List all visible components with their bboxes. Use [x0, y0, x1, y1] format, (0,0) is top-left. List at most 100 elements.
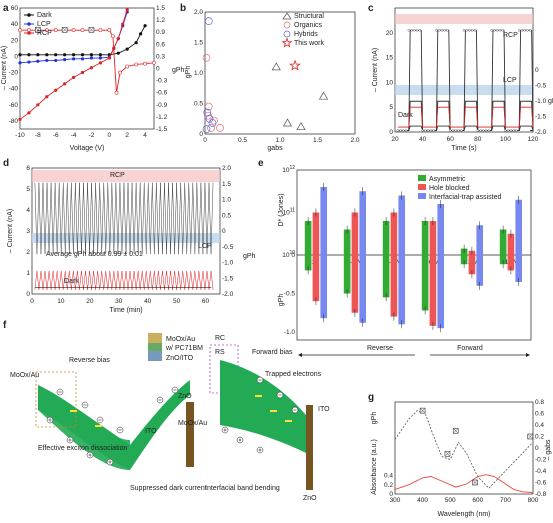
a-point: [72, 57, 76, 61]
d-y2tick: -2.0: [222, 291, 234, 298]
d-ytick: 0: [26, 291, 30, 298]
d-trace: [34, 182, 214, 255]
a-gph-point: [111, 34, 115, 39]
g-ytick: 0: [389, 491, 393, 498]
b-legend-label: Structural: [294, 13, 324, 20]
b-xtick: 1.5: [313, 137, 322, 144]
c-point: [440, 29, 444, 32]
g-marker-x: [445, 451, 450, 456]
e-bar-bottom: [476, 255, 484, 286]
c-point: [468, 29, 471, 32]
panel-d-chart: 0 10 20 30 40 50 60 0 1 2 3 4 5 6 -2.0 -1.5 -1.0 -0.5 0 0.5…: [7, 165, 256, 314]
g-gabs-line: [394, 410, 534, 489]
a-y2tick: 1.5: [156, 5, 165, 12]
a-point: [98, 56, 102, 60]
a-y2tick: 0: [156, 66, 160, 73]
e-bar-top: [390, 212, 398, 255]
d-gph-trace: [34, 270, 214, 290]
exciton-box: [35, 371, 77, 428]
e-bar-top: [320, 187, 328, 255]
a-point: [125, 8, 129, 12]
a-marker-x: [35, 27, 41, 32]
a-point: [125, 47, 129, 51]
b-ytick: 0.5: [194, 101, 203, 108]
b-point: [208, 119, 217, 127]
c-point: [407, 29, 410, 32]
g-xtick: 500: [445, 497, 456, 504]
g-y2tick: -0.8: [535, 491, 547, 498]
c-point: [421, 129, 424, 132]
a-gph-point: [107, 28, 112, 33]
a-point: [116, 37, 120, 41]
trap-state: [95, 425, 102, 427]
b-point: [205, 114, 214, 123]
a-ytick: 0: [14, 53, 18, 60]
a-xtick: 4: [143, 132, 147, 139]
a-xtick: -4: [71, 132, 77, 139]
panel-a-chart: -10 -8 -6 -4 -2 0 2 46040200-20-40-60-801.51.20…: [1, 5, 185, 152]
panel-c-lcp-band: [395, 85, 533, 95]
b-point-structural: [271, 62, 281, 71]
a-point: [89, 66, 94, 70]
panel-e-groups: Reverse Forward: [297, 345, 531, 358]
a-point: [72, 75, 76, 79]
legend-rcp: RCP: [37, 30, 52, 37]
e-ytick-top: 1011: [283, 208, 296, 217]
zno-layer-2: [306, 405, 313, 490]
a-point: [18, 117, 22, 121]
panel-c-rcp-band: [395, 14, 533, 24]
label-forward-bias: Forward bias: [252, 349, 293, 356]
e-bar-top: [382, 221, 390, 255]
g-y2tick: -0.2: [535, 457, 547, 464]
a-xtick: -6: [53, 132, 59, 139]
label-suppressed: Suppressed dark current: [130, 485, 207, 492]
a-gph-point: [125, 64, 130, 69]
c-point: [462, 29, 466, 32]
c-gph-trace: [397, 106, 534, 128]
panel-a-frame: [19, 7, 155, 130]
a-point: [54, 58, 58, 63]
panel-f-diagram: MoOx/Au w/ PC71BM ZnO/ITO RC RS Reverse …: [10, 333, 330, 502]
d-xtick: 10: [57, 298, 65, 305]
panel-c-rcp-label: RCP: [503, 32, 518, 39]
panel-g-xlabel: Wavelength (nm): [437, 511, 490, 518]
g-y2tick: 0.4: [535, 422, 544, 429]
c-point: [520, 29, 524, 32]
a-point: [107, 56, 111, 60]
d-y2tick: 1.0: [222, 197, 231, 204]
a-xtick: 2: [125, 132, 129, 139]
c-xtick: 100: [500, 136, 511, 143]
label-rs: RS: [215, 349, 225, 356]
a-marker-x: [89, 27, 94, 32]
label-rc: RC: [215, 335, 225, 342]
e-ytick-bottom: -1.0: [284, 329, 296, 336]
c-point: [526, 29, 529, 32]
panel-b-ylabel: gPh: [185, 66, 192, 79]
label-trapped: Trapped electrons: [265, 371, 322, 378]
g-y2tick: 0.8: [535, 399, 544, 406]
a-point: [89, 53, 94, 57]
c-ytick: 5: [389, 104, 393, 111]
panel-d-lcp-label: LCP: [198, 243, 212, 250]
e-bar-bottom: [359, 255, 367, 323]
a-point: [80, 53, 85, 57]
a-point: [27, 53, 31, 57]
c-point: [476, 129, 479, 132]
b-ytick: 1.0: [194, 70, 203, 77]
a-xtick: -10: [15, 132, 25, 139]
e-bar-bottom: [468, 255, 476, 275]
d-xtick: 30: [115, 298, 123, 305]
g-xtick: 700: [500, 497, 511, 504]
a-ytick: 20: [11, 37, 19, 44]
a-gph-point: [18, 28, 22, 33]
a-point: [72, 53, 76, 57]
c-y2tick: -2.0: [535, 129, 547, 136]
legend-asymmetric: Asymmetric: [429, 176, 466, 183]
panel-d-y2label: gPh: [243, 253, 256, 260]
a-marker-x: [62, 27, 67, 32]
legend-moox: MoOx/Au: [166, 336, 195, 343]
panel-c-label: c: [368, 3, 374, 14]
panel-a-label: a: [3, 3, 9, 14]
